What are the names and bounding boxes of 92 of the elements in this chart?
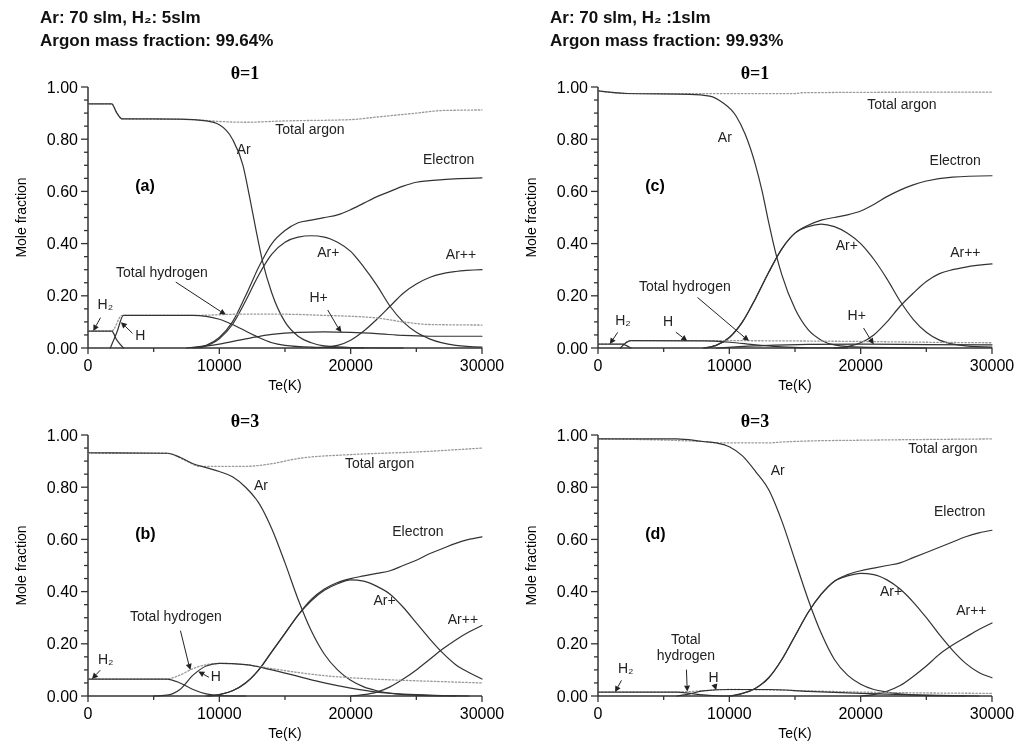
y-tick-label: 1.00 — [556, 78, 589, 96]
y-tick-label: 0.20 — [556, 287, 589, 305]
y-tick-label: 0.00 — [556, 339, 589, 357]
chart-title: θ=1 — [230, 63, 260, 83]
series-label: Total argon — [344, 455, 415, 472]
y-tick-label: 0.60 — [46, 531, 79, 548]
x-axis-title: Te(K) — [778, 725, 812, 741]
series-label: H — [210, 668, 221, 685]
series-label: H — [708, 668, 719, 685]
y-tick-label: 1.00 — [46, 426, 79, 444]
x-axis-title: Te(K) — [778, 377, 812, 393]
series-label: Ar+ — [835, 236, 858, 253]
series-label: Electron — [929, 152, 981, 169]
y-tick-label: 0.00 — [556, 687, 589, 705]
series-label: Electron — [392, 522, 444, 539]
series-label: Ar — [770, 461, 785, 478]
x-tick-label: 30000 — [969, 357, 1015, 374]
y-tick-label: 0.20 — [46, 287, 79, 305]
x-tick-label: 10000 — [707, 357, 752, 374]
x-axis-title: Te(K) — [268, 725, 302, 741]
series-label: Ar+ — [373, 592, 396, 609]
series-label: H+ — [309, 289, 328, 306]
y-tick-label: 0.40 — [46, 235, 79, 253]
series-label: H — [663, 313, 674, 330]
series-label: Ar++ — [956, 601, 987, 618]
x-tick-label: 0 — [593, 705, 603, 722]
text: Total hydrogen — [638, 278, 731, 295]
series-label: Total argon — [867, 95, 937, 112]
chart-title: θ=3 — [740, 411, 770, 431]
series-label: H₂ — [97, 295, 114, 312]
x-tick-label: 10000 — [197, 357, 242, 374]
y-tick-label: 1.00 — [46, 78, 79, 96]
x-tick-label: 30000 — [459, 705, 505, 722]
series-label: Ar++ — [447, 610, 479, 627]
series-label: Ar++ — [950, 243, 981, 260]
y-tick-label: 0.60 — [556, 531, 589, 548]
x-tick-label: 0 — [593, 357, 603, 374]
y-tick-label: 0.40 — [556, 235, 589, 253]
x-tick-label: 10000 — [197, 705, 242, 722]
y-tick-label: 0.60 — [46, 183, 79, 200]
y-tick-label: 0.40 — [46, 583, 79, 601]
annotation: (c) — [645, 177, 665, 195]
x-tick-label: 20000 — [328, 357, 374, 374]
series-label: Ar — [717, 128, 733, 145]
annotation: (a) — [135, 177, 155, 195]
series-label: Total hydrogen — [656, 630, 716, 663]
series-label: H₂ — [617, 659, 634, 676]
series-label: Ar+ — [880, 582, 903, 599]
y-axis-title: Mole fraction — [13, 177, 29, 258]
y-tick-label: 0.80 — [556, 478, 589, 496]
y-tick-label: 0.20 — [46, 635, 79, 653]
y-tick-label: 0.40 — [556, 583, 589, 601]
x-tick-label: 20000 — [328, 705, 374, 722]
annotation: (d) — [645, 525, 666, 543]
chart-subtitle: Ar: 70 slm, H₂: 5slm Argon mass fraction: 99.64% — [40, 8, 274, 50]
y-axis-title: Mole fraction — [523, 177, 539, 258]
y-tick-label: 0.80 — [46, 130, 79, 148]
text: Total hydrogen — [129, 608, 222, 625]
x-tick-label: 30000 — [459, 357, 505, 374]
y-axis-title: Mole fraction — [523, 525, 539, 606]
x-axis-title: Te(K) — [268, 377, 302, 393]
y-axis-title: Mole fraction — [13, 525, 29, 606]
y-tick-label: 0.80 — [556, 130, 589, 148]
chart-title: θ=1 — [740, 63, 770, 83]
series-label: Electron — [934, 503, 986, 520]
series-label: H — [135, 327, 146, 344]
text: Total hydrogen — [116, 264, 208, 281]
x-tick-label: 0 — [83, 357, 93, 374]
series-label: H₂ — [97, 651, 114, 668]
x-tick-label: 20000 — [838, 357, 884, 374]
series-label: H+ — [847, 306, 866, 323]
series-label: H₂ — [615, 311, 631, 328]
annotation: (b) — [135, 525, 156, 543]
series-label: Electron — [422, 150, 475, 167]
y-tick-label: 0.60 — [556, 183, 589, 200]
x-tick-label: 30000 — [969, 705, 1015, 722]
series-label: Ar — [236, 140, 251, 157]
y-tick-label: 0.00 — [46, 687, 79, 705]
y-tick-label: 1.00 — [556, 426, 589, 444]
series-label: Ar++ — [445, 245, 477, 262]
series-label: Total argon — [908, 440, 978, 457]
chart-subtitle: Ar: 70 slm, H₂ :1slm Argon mass fraction: 99.93% — [550, 8, 784, 50]
x-tick-label: 10000 — [707, 705, 752, 722]
series-label: Total argon — [275, 120, 345, 137]
x-tick-label: 20000 — [838, 705, 884, 722]
x-tick-label: 0 — [83, 705, 93, 722]
chart-title: θ=3 — [230, 411, 260, 431]
y-tick-label: 0.00 — [46, 339, 79, 357]
series-label: Ar — [253, 476, 269, 493]
series-label: Ar+ — [317, 243, 340, 260]
y-tick-label: 0.20 — [556, 635, 589, 653]
y-tick-label: 0.80 — [46, 478, 79, 496]
